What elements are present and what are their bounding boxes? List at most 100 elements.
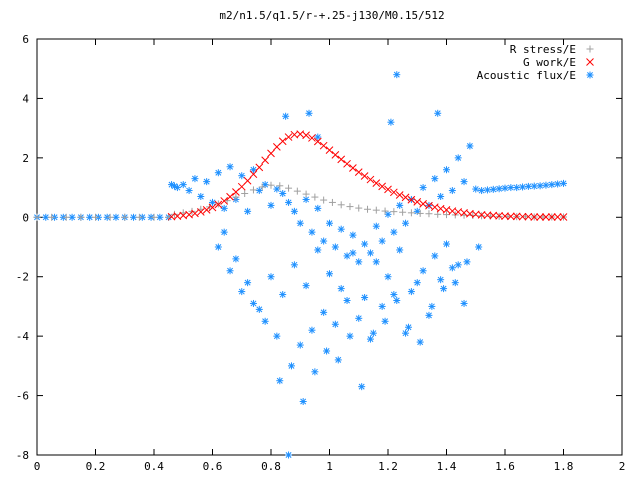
data-point (434, 109, 442, 117)
data-point (501, 184, 509, 192)
data-point (203, 178, 211, 186)
data-point (495, 211, 504, 220)
data-point (261, 317, 269, 325)
data-point (334, 356, 342, 364)
y-tick-label: -2 (16, 271, 29, 284)
data-point (358, 383, 366, 391)
data-point (431, 175, 439, 183)
data-point (354, 168, 363, 176)
data-point (478, 187, 486, 195)
data-point (33, 213, 41, 221)
data-point (305, 109, 313, 117)
legend-label: R stress/E (510, 43, 576, 56)
data-point (135, 213, 143, 221)
data-point (112, 213, 120, 221)
data-point (314, 204, 322, 212)
data-point (191, 175, 199, 183)
data-point (86, 213, 94, 221)
data-point (343, 252, 351, 260)
data-point (249, 170, 258, 179)
data-point (372, 206, 380, 214)
data-point (431, 252, 439, 260)
data-point (443, 166, 450, 174)
data-point (361, 294, 369, 302)
data-point (419, 184, 427, 192)
data-point (378, 237, 386, 245)
data-point (372, 179, 381, 187)
data-point (106, 213, 114, 221)
data-point (361, 240, 369, 248)
data-point (506, 212, 515, 221)
data-point (92, 213, 99, 221)
data-point (331, 243, 339, 251)
data-point (314, 133, 322, 141)
data-point (320, 237, 328, 245)
data-point (416, 338, 424, 346)
data-point (293, 187, 301, 195)
data-point (325, 146, 334, 154)
data-point (454, 154, 462, 162)
data-point (258, 183, 266, 191)
data-point (226, 192, 234, 201)
ticks-layer: 0 0.2 0.4 0.6 0.8 1 1.2 1.4 1.6 1.8 2 -8 -6 -4 -2 0 2 4 6 (16, 33, 626, 473)
data-point (560, 179, 567, 187)
data-point (413, 197, 422, 206)
data-point (419, 200, 427, 208)
data-point (302, 131, 310, 140)
data-point (238, 172, 246, 180)
data-point (413, 279, 421, 287)
data-point (402, 329, 410, 337)
x-tick-label: 0.8 (261, 460, 281, 473)
chart-title: m2/n1.5/q1.5/r-+.25-j130/M0.15/512 (219, 9, 444, 22)
data-point (308, 326, 316, 334)
data-point (518, 212, 527, 221)
data-point (387, 118, 395, 126)
data-point (463, 258, 471, 266)
data-point (389, 188, 398, 197)
data-point (436, 204, 445, 213)
y-tick-label: 0 (22, 211, 29, 224)
data-point (302, 282, 310, 290)
data-point (396, 201, 404, 209)
data-point (360, 172, 369, 180)
data-point (196, 208, 205, 216)
data-point (202, 206, 211, 214)
data-point (299, 398, 307, 406)
x-tick-label: 0.2 (86, 460, 106, 473)
data-point (489, 185, 497, 193)
y-tick-label: 6 (22, 33, 29, 46)
data-point (320, 308, 328, 316)
data-point (261, 156, 270, 165)
data-point (559, 213, 568, 221)
data-point (530, 213, 539, 221)
y-tick-label: 2 (22, 152, 29, 165)
data-point (384, 210, 392, 218)
data-point (311, 193, 319, 201)
data-point (326, 270, 333, 278)
data-point (489, 211, 498, 220)
x-tick-label: 1.2 (378, 460, 398, 473)
data-point (279, 291, 287, 299)
series-cross (167, 130, 568, 221)
data-point (244, 279, 252, 287)
data-point (241, 190, 249, 198)
data-point (519, 183, 527, 191)
data-point (393, 296, 401, 304)
y-tick-label: -6 (16, 390, 29, 403)
data-point (337, 155, 346, 164)
data-point (440, 285, 448, 293)
data-point (313, 137, 322, 146)
legend-marker (586, 58, 594, 66)
data-point (404, 323, 412, 331)
data-point (42, 213, 50, 221)
data-point (407, 288, 415, 296)
data-point (331, 151, 340, 159)
data-point (442, 206, 451, 214)
data-point (323, 347, 331, 355)
data-point (513, 184, 521, 192)
data-point (331, 320, 339, 328)
data-point (536, 213, 544, 221)
data-point (372, 222, 380, 230)
data-point (255, 305, 263, 313)
